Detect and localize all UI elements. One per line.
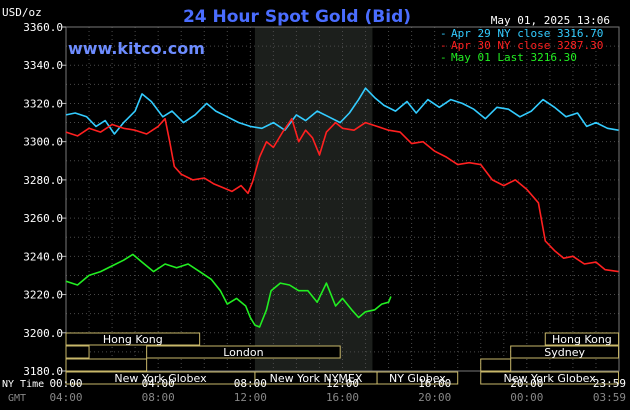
x-tick-label-ny: 00:00 bbox=[49, 377, 82, 390]
x-tick-label-ny: 04:00 bbox=[142, 377, 175, 390]
legend-entry: Apr 29 NY close 3316.70 bbox=[451, 27, 603, 40]
axis-group: 3360.0 3340.0 3320.0 3300.0 3280.0 3260.0 3240… bbox=[23, 21, 626, 404]
chart-title: 24 Hour Spot Gold (Bid) bbox=[183, 7, 411, 27]
y-tick-label: 3220.0 bbox=[23, 289, 63, 302]
x-tick-label-ny: 23:59 bbox=[593, 377, 626, 390]
x-tick-label-gmt: 00:00 bbox=[510, 391, 543, 404]
session-label: New York Globex bbox=[504, 372, 597, 385]
session-label: Hong Kong bbox=[103, 333, 163, 346]
x-tick-label-gmt: 20:00 bbox=[418, 391, 451, 404]
y-tick-label: 3300.0 bbox=[23, 136, 63, 149]
session-label: Hong Kong bbox=[552, 333, 612, 346]
x-tick-label-gmt: 03:59 bbox=[593, 391, 626, 404]
y-tick-label: 3280.0 bbox=[23, 174, 63, 187]
session-bar bbox=[510, 345, 620, 359]
unit-label: USD/oz bbox=[2, 6, 42, 19]
session-bar bbox=[480, 358, 512, 372]
x-axis-label-ny: NY Time bbox=[2, 379, 44, 390]
session-bar bbox=[146, 345, 341, 359]
series-line-apr-29 bbox=[65, 87, 619, 135]
legend-entry: May 01 Last 3216.30 bbox=[451, 51, 577, 64]
session-label: NY Globex bbox=[389, 372, 446, 385]
session-label: Sydney bbox=[544, 346, 585, 359]
x-axis-label-gmt: GMT bbox=[8, 393, 26, 404]
y-tick-label: 3340.0 bbox=[23, 59, 63, 72]
x-tick-label-ny: 20:00 bbox=[510, 377, 543, 390]
sessions-group: Hong Kong Hong Kong London Sydney New York G… bbox=[65, 332, 620, 385]
x-tick-label-gmt: 08:00 bbox=[142, 391, 175, 404]
session-bar bbox=[65, 332, 201, 346]
legend-dash: - bbox=[440, 39, 447, 52]
series-line-apr-30 bbox=[65, 117, 619, 273]
y-tick-label: 3240.0 bbox=[23, 250, 63, 263]
y-tick-label: 3360.0 bbox=[23, 21, 63, 34]
x-tick-label-gmt: 12:00 bbox=[234, 391, 267, 404]
y-tick-label: 3200.0 bbox=[23, 327, 63, 340]
x-tick-label-ny: 08:00 bbox=[234, 377, 267, 390]
legend-entry: Apr 30 NY close 3287.30 bbox=[451, 39, 603, 52]
session-bar bbox=[544, 332, 620, 346]
session-label: New York Globex bbox=[114, 372, 207, 385]
session-label: London bbox=[223, 346, 263, 359]
y-tick-label: 3260.0 bbox=[23, 212, 63, 225]
series-group bbox=[65, 87, 619, 328]
x-tick-label-gmt: 16:00 bbox=[326, 391, 359, 404]
x-tick-label-ny: 16:00 bbox=[418, 377, 451, 390]
y-tick-label: 3320.0 bbox=[23, 97, 63, 110]
y-tick-label: 3180.0 bbox=[23, 365, 63, 378]
legend-dash: - bbox=[440, 51, 447, 64]
session-label: New York NYMEX bbox=[270, 372, 363, 385]
grid-group bbox=[65, 26, 620, 372]
x-tick-label-gmt: 04:00 bbox=[49, 391, 82, 404]
site-watermark: www.kitco.com bbox=[68, 39, 205, 58]
session-bar bbox=[376, 371, 459, 385]
session-bar bbox=[65, 358, 148, 372]
legend-dash: - bbox=[440, 27, 447, 40]
session-bar bbox=[480, 371, 620, 385]
session-bar bbox=[65, 345, 90, 359]
plot-frame bbox=[65, 26, 620, 372]
legend: - Apr 29 NY close 3316.70- Apr 30 NY close… bbox=[440, 27, 603, 64]
datetime-label: May 01, 2025 13:06 bbox=[491, 14, 610, 27]
x-tick-label-ny: 12:00 bbox=[326, 377, 359, 390]
series-line-may-01 bbox=[65, 253, 392, 328]
